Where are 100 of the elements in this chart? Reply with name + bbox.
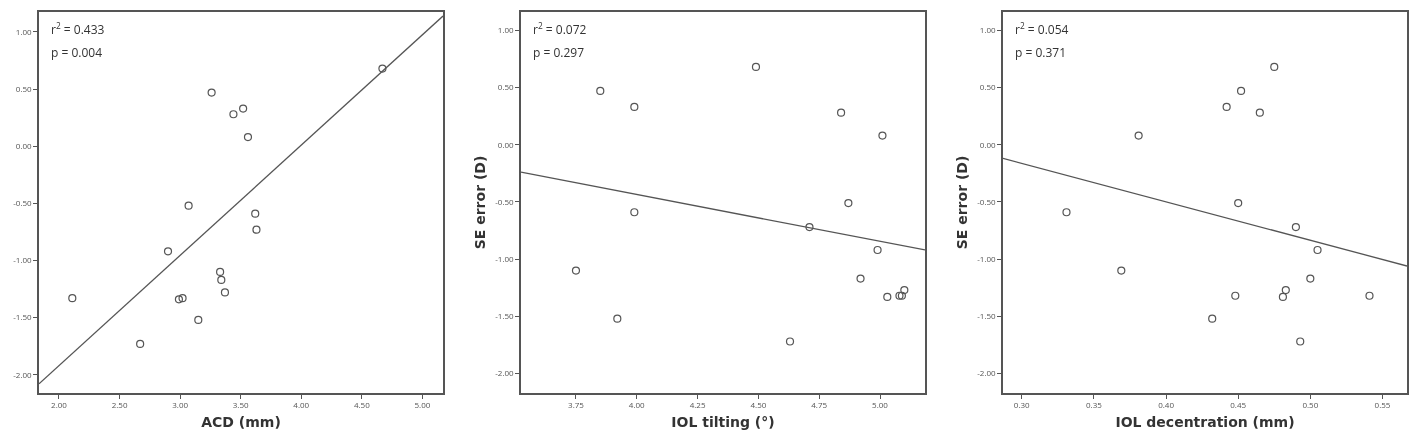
point (243, 133, 253, 142)
point (785, 337, 795, 346)
y-tick-label: 0.00 (979, 138, 997, 150)
y-tick-label: 1.00 (15, 25, 33, 37)
y-tick-label: -1.00 (13, 254, 33, 266)
point (596, 86, 605, 96)
point (194, 315, 203, 324)
annotation: r$^{2}$ = 0.072 (533, 20, 587, 39)
point (1234, 198, 1243, 208)
point (1255, 108, 1264, 117)
annotation: r$^{2}$ = 0.433 (51, 20, 105, 39)
annotation: p = 0.004 (51, 44, 103, 61)
point (836, 108, 846, 117)
point (844, 198, 853, 208)
point (1306, 274, 1315, 283)
x-axis-title: ACD (mm) (201, 414, 281, 431)
point (252, 225, 261, 234)
point (68, 294, 77, 303)
y-tick-label: 0.50 (979, 81, 997, 93)
point (239, 104, 248, 113)
y-tick-label: -0.50 (13, 197, 33, 209)
point (1270, 62, 1279, 72)
point (207, 88, 216, 97)
x-tick-label: 5.00 (414, 399, 431, 411)
point (805, 223, 814, 232)
y-tick-label: -0.50 (977, 195, 997, 207)
x-tick-label: 2.00 (51, 399, 68, 411)
x-tick-label: 4.50 (750, 399, 767, 411)
point (251, 209, 260, 218)
point (229, 110, 238, 119)
x-tick-label: 4.00 (628, 399, 646, 411)
x-axis-title: IOL decentration (mm) (1115, 414, 1295, 431)
y-tick-label: 1.00 (497, 24, 515, 36)
point (1062, 208, 1071, 217)
y-tick-label: -2.00 (977, 367, 997, 379)
point (216, 267, 225, 276)
point (217, 275, 226, 284)
point (1296, 337, 1305, 346)
point (1313, 245, 1322, 255)
x-tick-label: 0.30 (1013, 399, 1031, 411)
point (1281, 285, 1290, 295)
y-tick-label: 0.50 (15, 82, 33, 94)
x-tick-label: 5.00 (872, 399, 889, 411)
y-tick-label: -0.50 (495, 195, 515, 207)
point (571, 266, 581, 275)
point (751, 62, 761, 72)
y-tick-label: 1.00 (979, 24, 997, 36)
x-tick-label: 4.50 (353, 399, 371, 411)
point (1278, 292, 1288, 301)
x-tick-label: 3.50 (232, 399, 250, 411)
y-tick-label: 0.00 (15, 140, 33, 152)
x-axis-title: IOL tilting (°) (671, 414, 775, 431)
point (1134, 131, 1143, 140)
x-tick-label: 4.00 (293, 399, 310, 411)
x-tick-label: 0.40 (1158, 399, 1175, 411)
point (630, 102, 639, 112)
point (1117, 266, 1126, 275)
y-tick-label: 0.00 (497, 138, 515, 150)
point (630, 208, 639, 217)
point (1291, 223, 1300, 232)
point (1222, 102, 1231, 112)
point (378, 64, 387, 73)
point (1236, 86, 1246, 96)
point (883, 292, 892, 301)
point (856, 274, 865, 283)
y-axis-title: SE error (D) (954, 155, 971, 250)
point (873, 245, 882, 255)
y-tick-label: -1.00 (495, 252, 515, 264)
y-tick-label: -1.00 (977, 252, 997, 264)
point (878, 131, 887, 140)
point (178, 294, 187, 303)
x-tick-label: 4.25 (689, 399, 706, 411)
point (1365, 291, 1374, 300)
point (174, 295, 184, 304)
x-tick-label: 3.75 (568, 399, 585, 411)
x-tick-label: 0.55 (1374, 399, 1391, 411)
y-tick-label: -1.50 (977, 310, 997, 322)
x-tick-label: 0.35 (1085, 399, 1103, 411)
y-tick-label: -1.50 (495, 310, 515, 322)
x-tick-label: 4.75 (811, 399, 828, 411)
point (163, 247, 173, 256)
annotation: p = 0.297 (533, 44, 585, 61)
point (184, 201, 193, 210)
y-tick-label: -1.50 (13, 311, 33, 323)
point (1231, 291, 1240, 300)
y-tick-label: 0.50 (497, 81, 515, 93)
annotation: p = 0.371 (1015, 44, 1067, 61)
annotation: r$^{2}$ = 0.054 (1015, 20, 1069, 39)
y-axis-title: SE error (D) (472, 155, 489, 250)
y-tick-label: -2.00 (495, 367, 515, 379)
x-tick-label: 3.00 (172, 399, 189, 411)
point (220, 288, 230, 297)
x-tick-label: 2.50 (111, 399, 128, 411)
x-tick-label: 0.45 (1230, 399, 1247, 411)
point (613, 314, 622, 323)
point (1208, 314, 1217, 323)
x-tick-label: 0.50 (1302, 399, 1319, 411)
point (900, 285, 909, 295)
y-tick-label: -2.00 (13, 368, 33, 380)
point (136, 339, 145, 348)
